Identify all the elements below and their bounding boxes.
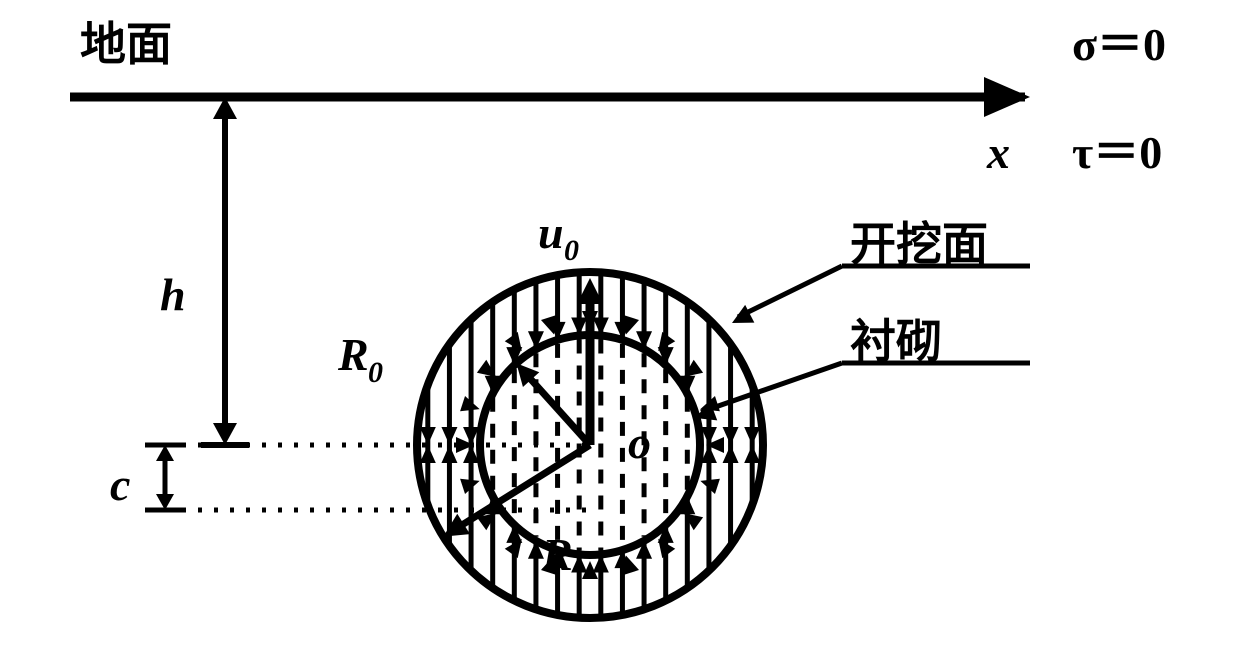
lining-leader-d bbox=[701, 363, 842, 412]
label: 0 bbox=[564, 234, 579, 267]
ground-label: 地面 bbox=[80, 19, 172, 70]
arrow-head bbox=[420, 445, 436, 463]
arrow-head bbox=[441, 427, 457, 445]
r0-label: R bbox=[337, 329, 369, 380]
c-label: c bbox=[110, 459, 130, 510]
tau-zero-label: τ＝0 bbox=[1072, 127, 1162, 178]
arrow-head bbox=[723, 427, 739, 445]
arrow-head bbox=[732, 305, 754, 323]
excavation-face-leader-d bbox=[738, 266, 842, 317]
excavation-face-label: 开挖面 bbox=[850, 219, 988, 270]
arrow-head bbox=[984, 77, 1030, 117]
label: u bbox=[538, 207, 564, 258]
center-o-label: o bbox=[628, 417, 651, 468]
u0-label: u0 bbox=[538, 207, 579, 267]
arrow-head bbox=[744, 445, 760, 463]
sigma-zero-label: σ＝0 bbox=[1072, 19, 1166, 70]
arrow-head bbox=[744, 427, 760, 445]
arrow-head bbox=[213, 423, 237, 445]
r-label: R bbox=[541, 529, 573, 580]
x-axis-label: x bbox=[986, 127, 1010, 178]
arrow-head bbox=[441, 445, 457, 463]
lining-label: 衬砌 bbox=[850, 316, 942, 367]
arrow-head bbox=[723, 445, 739, 463]
h-label: h bbox=[160, 269, 186, 320]
r0-sub: 0 bbox=[368, 356, 383, 389]
arrow-head bbox=[420, 427, 436, 445]
